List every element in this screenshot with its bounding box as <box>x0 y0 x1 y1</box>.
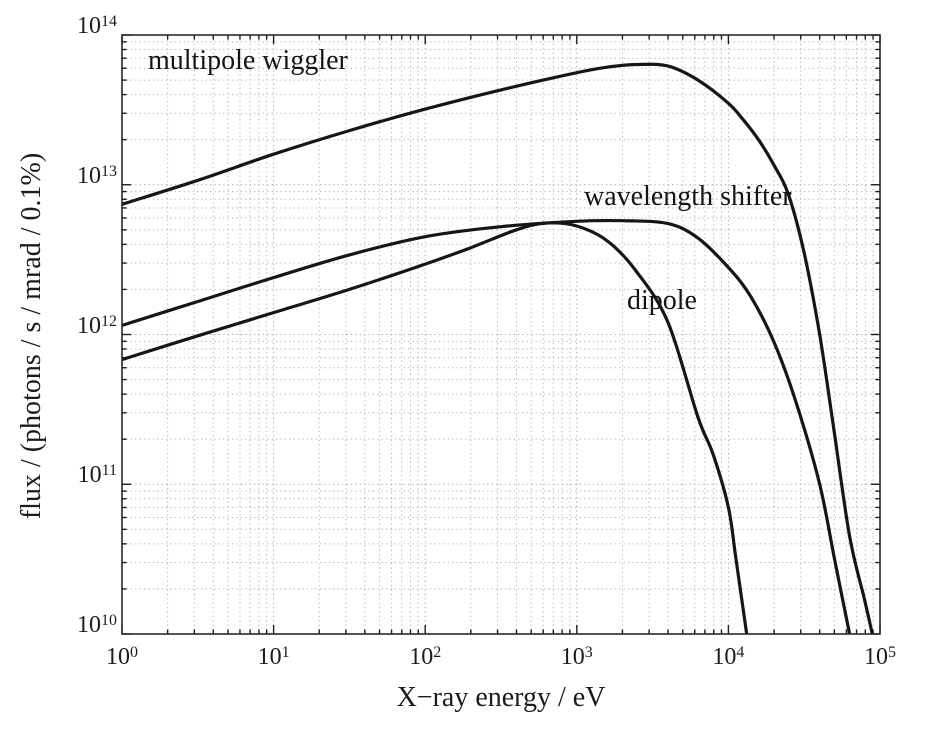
x-tick-label-1e0: 100 <box>106 644 138 670</box>
y-tick-label-1e10: 1010 <box>77 612 117 638</box>
curve-wavelength-shifter <box>122 218 852 634</box>
curve-multipole-wiggler <box>122 62 874 634</box>
x-tick-label-1e3: 103 <box>560 644 593 670</box>
curve-label-wavelength-shifter: wavelength shifter <box>584 181 792 212</box>
x-axis-label: X−ray energy / eV <box>396 682 606 713</box>
plot-border <box>121 34 881 635</box>
y-tick-label-1e12: 1012 <box>77 312 117 339</box>
x-tick-label-1e2: 102 <box>409 644 442 670</box>
x-tick-label-1e1: 101 <box>257 644 290 670</box>
x-tick-label-1e4: 104 <box>712 644 745 670</box>
curve-dipole <box>122 221 749 634</box>
y-tick-label-1e14: 1014 <box>77 13 117 39</box>
y-axis-label: flux / (photons / s / mrad / 0.1%) <box>16 152 47 520</box>
curve-label-multipole-wiggler: multipole wiggler <box>148 45 348 76</box>
x-tick-label-1e5: 105 <box>864 644 896 670</box>
y-tick-label-1e11: 1011 <box>77 462 117 489</box>
y-tick-label-1e13: 1013 <box>77 162 117 189</box>
curve-label-dipole: dipole <box>627 285 697 316</box>
